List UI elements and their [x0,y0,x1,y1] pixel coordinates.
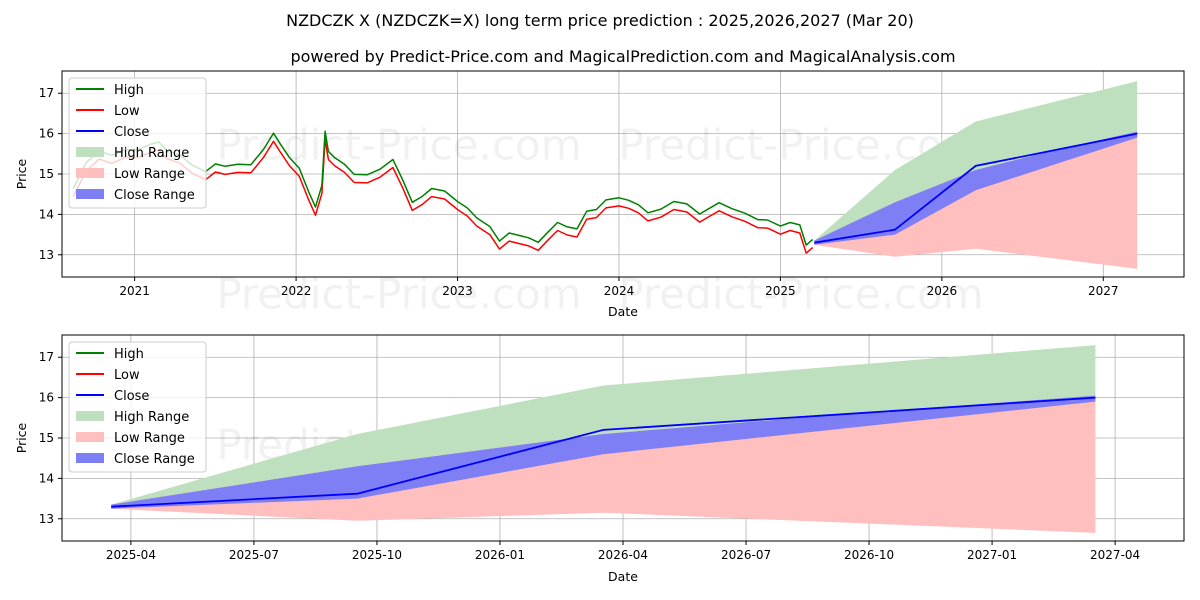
close-forecast-line [111,396,1096,508]
legend-label: Low Range [114,431,185,446]
x-tick-label: 2024 [604,284,635,298]
x-tick-label: 2026-04 [598,548,648,562]
x-tick-label: 2025 [765,284,796,298]
x-tick-label: 2027 [1088,284,1119,298]
top-panel: Predict-Price.com Predict-Price.com Predic… [14,70,1185,319]
legend-label: High [114,347,144,362]
legend-label: Close [114,125,149,140]
legend-patch-swatch [76,168,104,178]
high-price-line [72,130,814,246]
legend-label: Low [114,104,140,119]
legend-patch-swatch [76,189,104,199]
y-axis-label: Price [14,422,29,453]
legend-label: Close [114,389,149,404]
x-tick-label: 2026-01 [475,548,525,562]
y-tick-label: 15 [39,167,54,181]
x-tick-label: 2025-07 [229,548,279,562]
legend-label: High [114,83,144,98]
x-tick-label: 2027-04 [1090,548,1140,562]
legend-patch-swatch [76,432,104,442]
low-price-line [72,138,814,254]
x-tick-label: 2026 [927,284,958,298]
y-tick-label: 16 [39,127,54,141]
x-axis-label: Date [608,304,638,319]
y-tick-label: 17 [39,350,54,364]
y-tick-label: 14 [39,471,54,485]
legend-label: Low Range [114,167,185,182]
y-tick-label: 15 [39,431,54,445]
legend-label: Close Range [114,452,195,467]
legend-label: Close Range [114,188,195,203]
legend: High Low Close High Range Low Range Close Ran… [68,77,207,209]
chart-title: NZDCZK X (NZDCZK=X) long term price pred… [286,11,914,30]
x-tick-label: 2025-04 [106,548,156,562]
plot-area [72,81,1138,269]
legend-label: High Range [114,146,189,161]
x-axis-label: Date [608,569,638,584]
watermark-text: Predict-Price.com [216,270,581,319]
y-axis-label: Price [14,158,29,189]
chart-subtitle: powered by Predict-Price.com and Magical… [290,47,955,66]
x-tick-label: 2026-07 [721,548,771,562]
x-tick-label: 2023 [442,284,473,298]
x-tick-label: 2026-10 [844,548,894,562]
legend-patch-swatch [76,411,104,421]
legend-label: High Range [114,410,189,425]
x-tick-label: 2021 [119,284,150,298]
legend-patch-swatch [76,453,104,463]
y-tick-label: 16 [39,391,54,405]
y-tick-label: 17 [39,86,54,100]
y-tick-label: 13 [39,512,54,526]
x-tick-label: 2025-10 [352,548,402,562]
legend: High Low Close High Range Low Range Close Ran… [68,341,207,473]
close-forecast-line [814,132,1138,244]
close-range-band [814,131,1138,245]
legend-patch-swatch [76,147,104,157]
bottom-panel: Predict-Price.comPredict-Price.com2025-0… [14,334,1185,584]
plot-area [111,345,1096,533]
y-tick-label: 14 [39,207,54,221]
watermark-text: Predict-Price.com [216,121,581,170]
legend-label: Low [114,368,140,383]
y-tick-label: 13 [39,248,54,262]
watermark-text: Predict-Price.com [618,270,983,319]
close-range-band [111,395,1096,509]
x-tick-label: 2022 [281,284,312,298]
x-tick-label: 2027-01 [967,548,1017,562]
